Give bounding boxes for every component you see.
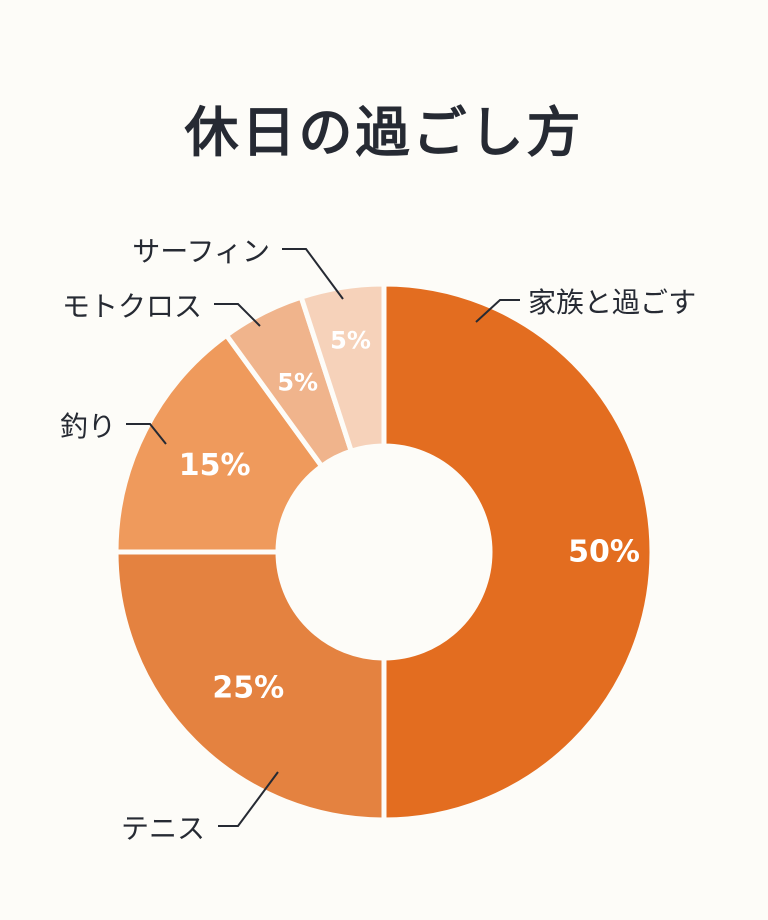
leader-line-1 bbox=[475, 299, 520, 323]
slice-3 bbox=[113, 331, 326, 555]
slice-2 bbox=[113, 549, 387, 823]
percent-labels-group: 50% 25% 15% 5% 5% bbox=[179, 327, 640, 706]
category-label-5: サーフィン bbox=[132, 235, 270, 268]
slice-value-label-1: 50% bbox=[568, 535, 640, 570]
slice-value-label-3: 15% bbox=[179, 448, 251, 483]
leader-line-2 bbox=[218, 771, 279, 827]
slice-1 bbox=[381, 281, 655, 823]
category-label-1: 家族と過ごす bbox=[528, 286, 696, 319]
chart-title: 休日の過ごし方 bbox=[184, 101, 584, 164]
leader-line-4 bbox=[214, 303, 261, 327]
slices-group bbox=[113, 281, 655, 823]
leader-lines-group bbox=[126, 248, 520, 827]
slice-5 bbox=[298, 281, 387, 455]
slice-value-label-5: 5% bbox=[330, 327, 371, 355]
category-label-2: テニス bbox=[121, 812, 205, 845]
slice-value-label-4: 5% bbox=[277, 369, 318, 397]
leader-line-5 bbox=[282, 248, 344, 300]
leader-line-3 bbox=[126, 423, 167, 445]
slice-value-label-2: 25% bbox=[212, 670, 284, 705]
category-label-4: モトクロス bbox=[62, 290, 202, 323]
category-label-3: 釣り bbox=[60, 410, 116, 443]
